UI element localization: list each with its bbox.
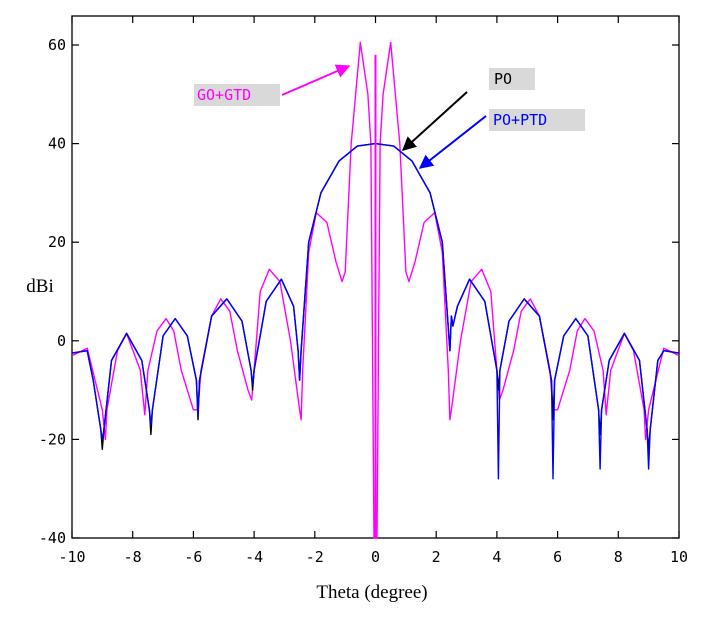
x-tick-label: 4 <box>492 548 501 566</box>
annotation-label: PO <box>494 70 512 88</box>
annotation-label: PO+PTD <box>493 111 547 129</box>
annotation-box <box>489 109 585 131</box>
x-tick-label: -4 <box>245 548 263 566</box>
annotations-group: GO+GTD PO PO+PTD <box>194 64 585 169</box>
x-axis-label: Theta (degree) <box>316 582 427 603</box>
x-tick-label: 2 <box>432 548 441 566</box>
y-tick-label: -40 <box>39 529 66 547</box>
x-tick-label: -8 <box>124 548 142 566</box>
y-axis-label: dBi <box>26 276 53 297</box>
x-tick-label: 0 <box>371 548 380 566</box>
annotation-arrow <box>418 115 487 169</box>
annotation-box <box>194 84 280 106</box>
y-tick-label: 20 <box>48 233 66 251</box>
x-tick-labels: -10 -8 -6 -4 -2 0 2 4 6 8 10 <box>58 548 688 566</box>
series-group <box>71 41 680 539</box>
y-tick-label: -20 <box>39 430 66 448</box>
x-tick-label: 8 <box>614 548 623 566</box>
x-tick-label: -2 <box>306 548 324 566</box>
y-tick-label: 60 <box>48 36 66 54</box>
y-tick-labels: -40 -20 0 20 40 60 <box>39 36 66 547</box>
y-tick-label: 40 <box>48 135 66 153</box>
annotation-label: GO+GTD <box>197 86 251 104</box>
annotation-arrow <box>401 91 468 151</box>
x-tick-label: 10 <box>670 548 688 566</box>
x-tick-label: -6 <box>184 548 202 566</box>
y-tick-label: 0 <box>57 332 66 350</box>
x-tick-label: -10 <box>58 548 85 566</box>
x-tick-label: 6 <box>553 548 562 566</box>
annotation-arrow <box>281 64 351 96</box>
annotation-box <box>489 68 535 90</box>
ticks-group <box>71 16 680 539</box>
